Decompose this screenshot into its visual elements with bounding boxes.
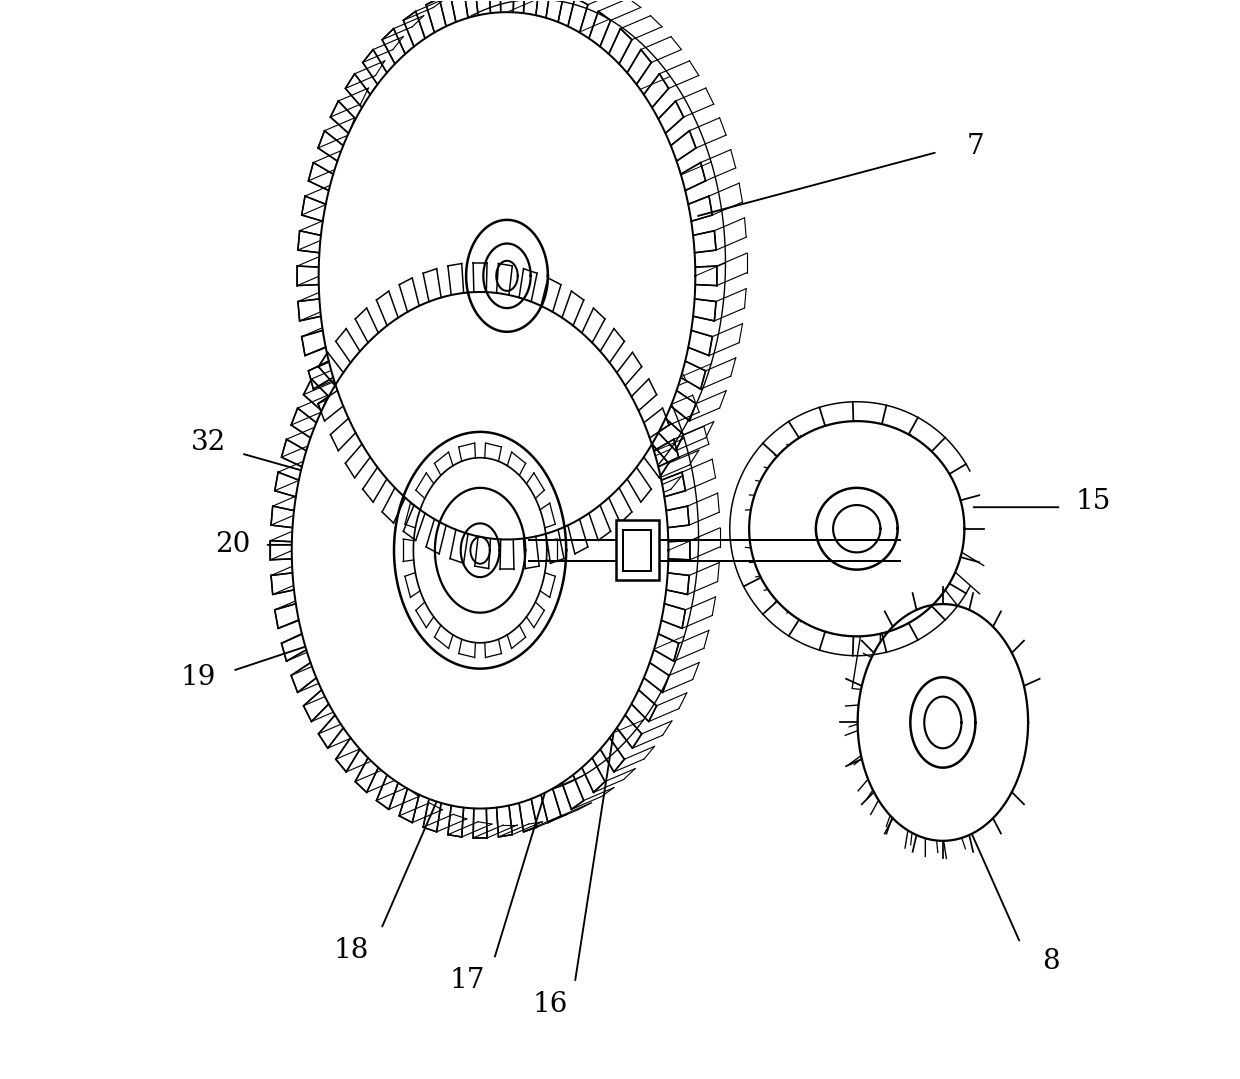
- Polygon shape: [291, 292, 668, 808]
- Text: 17: 17: [449, 967, 485, 994]
- Text: 8: 8: [1042, 947, 1059, 975]
- Text: 32: 32: [191, 429, 227, 456]
- Polygon shape: [413, 457, 547, 643]
- Bar: [624, 530, 651, 571]
- Text: 19: 19: [181, 664, 216, 691]
- Polygon shape: [319, 12, 696, 540]
- Text: 16: 16: [532, 991, 568, 1017]
- Bar: [616, 520, 658, 581]
- Polygon shape: [858, 604, 1028, 841]
- Polygon shape: [749, 421, 965, 637]
- Text: 7: 7: [966, 133, 985, 160]
- Text: 18: 18: [334, 938, 368, 965]
- Text: 20: 20: [215, 531, 250, 558]
- Text: 15: 15: [1076, 489, 1111, 516]
